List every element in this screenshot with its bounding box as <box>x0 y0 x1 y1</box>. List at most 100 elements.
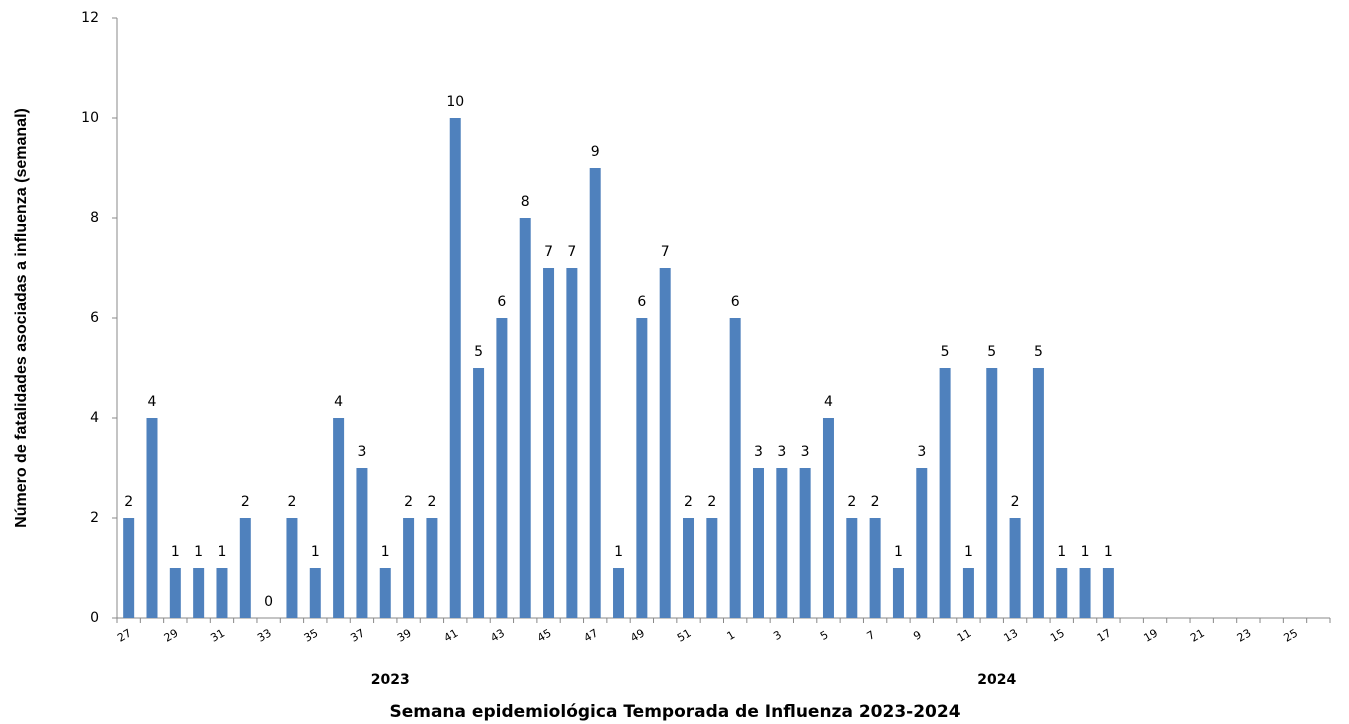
value-label: 3 <box>754 444 763 460</box>
value-label: 2 <box>427 494 436 510</box>
bar <box>1032 368 1044 618</box>
bar <box>729 318 741 618</box>
value-label: 9 <box>591 144 600 160</box>
value-label: 2 <box>124 494 133 510</box>
value-label: 1 <box>1081 544 1090 560</box>
bar <box>589 168 601 618</box>
value-label: 2 <box>1011 494 1020 510</box>
value-label: 1 <box>614 544 623 560</box>
x-tick-label: 45 <box>535 626 554 644</box>
value-label: 5 <box>987 344 996 360</box>
value-label: 1 <box>171 544 180 560</box>
x-tick-label: 35 <box>302 626 321 644</box>
value-label: 5 <box>941 344 950 360</box>
y-axis-label: Número de fatalidades asociadas a influe… <box>13 108 30 528</box>
bar <box>543 268 555 618</box>
value-label: 2 <box>684 494 693 510</box>
x-tick-label: 11 <box>955 626 974 644</box>
bar <box>496 318 508 618</box>
bar <box>683 518 695 618</box>
bar <box>239 518 251 618</box>
y-tick-label: 10 <box>81 110 99 126</box>
y-tick-label: 0 <box>90 610 99 626</box>
value-label: 2 <box>241 494 250 510</box>
y-tick-label: 8 <box>90 210 99 226</box>
value-label: 1 <box>894 544 903 560</box>
bar <box>613 568 625 618</box>
value-label: 4 <box>824 394 833 410</box>
bar <box>286 518 298 618</box>
bar <box>706 518 718 618</box>
bar <box>146 418 158 618</box>
chart-title: Semana epidemiológica Temporada de Influ… <box>389 702 960 722</box>
x-tick-label: 33 <box>255 626 274 644</box>
bar <box>799 468 811 618</box>
x-tick-label: 9 <box>911 628 924 643</box>
bar <box>659 268 671 618</box>
x-tick-label: 29 <box>162 626 181 644</box>
bar <box>473 368 485 618</box>
x-tick-label: 19 <box>1141 626 1160 644</box>
bar <box>309 568 321 618</box>
x-tick-label: 13 <box>1002 626 1021 644</box>
x-tick-label: 41 <box>442 626 461 644</box>
x-tick-label: 23 <box>1235 626 1254 644</box>
value-label: 2 <box>871 494 880 510</box>
x-group-label: 2024 <box>977 672 1016 688</box>
value-label: 7 <box>544 244 553 260</box>
value-label: 3 <box>917 444 926 460</box>
bar <box>426 518 438 618</box>
bar <box>169 568 181 618</box>
bar <box>986 368 998 618</box>
bar <box>939 368 951 618</box>
bar <box>1009 518 1021 618</box>
value-label: 1 <box>1104 544 1113 560</box>
value-label: 5 <box>1034 344 1043 360</box>
bar <box>846 518 858 618</box>
value-label: 1 <box>311 544 320 560</box>
bar <box>962 568 974 618</box>
value-label: 6 <box>497 294 506 310</box>
value-label: 4 <box>148 394 157 410</box>
value-label: 7 <box>567 244 576 260</box>
value-label: 2 <box>404 494 413 510</box>
value-label: 1 <box>381 544 390 560</box>
bar <box>752 468 764 618</box>
x-tick-label: 43 <box>488 626 507 644</box>
value-label: 8 <box>521 194 530 210</box>
x-tick-label: 7 <box>865 628 878 643</box>
x-tick-label: 51 <box>675 626 694 644</box>
bar <box>916 468 928 618</box>
bar <box>379 568 391 618</box>
value-label: 10 <box>446 94 464 110</box>
x-tick-label: 25 <box>1281 626 1300 644</box>
y-tick-label: 4 <box>90 410 99 426</box>
value-label: 3 <box>777 444 786 460</box>
value-label: 5 <box>474 344 483 360</box>
bar <box>216 568 228 618</box>
bar <box>776 468 788 618</box>
bar <box>892 568 904 618</box>
value-label: 1 <box>1057 544 1066 560</box>
bar <box>869 518 881 618</box>
value-label: 1 <box>964 544 973 560</box>
bar <box>449 118 461 618</box>
bar <box>566 268 578 618</box>
x-tick-label: 27 <box>115 626 134 644</box>
x-group-label: 2023 <box>371 672 410 688</box>
bar <box>519 218 531 618</box>
x-tick-label: 47 <box>582 626 601 644</box>
x-tick-label: 1 <box>725 628 738 643</box>
value-label: 3 <box>801 444 810 460</box>
value-label: 2 <box>847 494 856 510</box>
y-tick-label: 6 <box>90 310 99 326</box>
value-label: 7 <box>661 244 670 260</box>
value-label: 6 <box>637 294 646 310</box>
bar <box>636 318 648 618</box>
bar <box>193 568 205 618</box>
x-tick-label: 37 <box>348 626 367 644</box>
bar <box>822 418 834 618</box>
bar <box>1079 568 1091 618</box>
value-label: 1 <box>218 544 227 560</box>
